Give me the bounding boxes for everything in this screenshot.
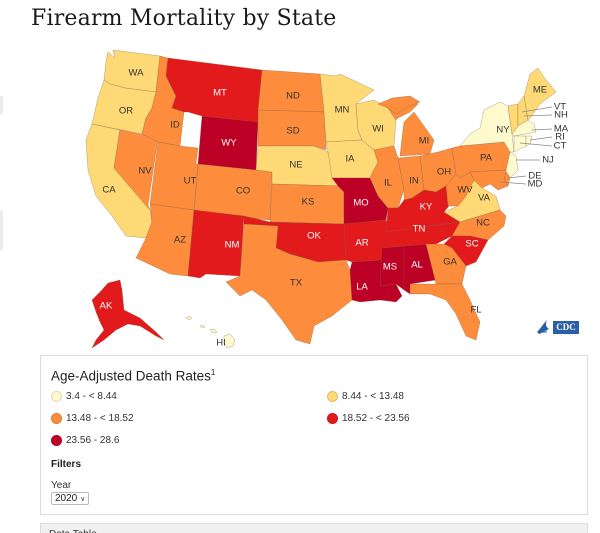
label-PA: PA	[480, 153, 493, 164]
state-KY	[385, 185, 461, 233]
legend-title: Age-Adjusted Death Rates1	[51, 368, 216, 384]
label-KS: KS	[302, 197, 315, 208]
label-MT: MT	[213, 88, 227, 99]
state-FL	[409, 283, 481, 341]
label-OH: OH	[437, 167, 451, 178]
hhs-eagle-icon	[537, 320, 549, 334]
label-NM: NM	[225, 240, 240, 251]
label-OK: OK	[307, 231, 321, 242]
cdc-logo[interactable]: CDC	[535, 318, 581, 336]
label-MA: MA	[554, 124, 569, 135]
label-ND: ND	[286, 91, 300, 102]
state-RI	[525, 135, 533, 147]
label-TN: TN	[413, 224, 426, 235]
label-MO: MO	[353, 198, 368, 209]
state-MI-upper	[377, 95, 421, 115]
filters-heading: Filters	[51, 459, 82, 470]
legend-item: 18.52 - < 23.56	[327, 413, 410, 424]
label-TX: TX	[290, 278, 303, 289]
label-SD: SD	[286, 126, 299, 137]
state-AK	[91, 279, 165, 349]
state-NJ	[505, 151, 519, 179]
label-AL: AL	[411, 260, 423, 271]
label-MN: MN	[335, 105, 350, 116]
legend-item: 13.48 - < 18.52	[51, 413, 134, 424]
label-RI: RI	[555, 132, 565, 143]
label-CA: CA	[102, 185, 116, 196]
legend-item: 8.44 - < 13.48	[327, 391, 404, 402]
label-MD: MD	[528, 179, 543, 190]
legend-swatch	[327, 413, 338, 424]
legend-swatch	[51, 413, 62, 424]
label-FL: FL	[470, 305, 481, 316]
label-NJ: NJ	[542, 155, 554, 166]
label-IA: IA	[346, 154, 356, 165]
legend-panel: Age-Adjusted Death Rates1 3.4 - < 8.44 8…	[40, 355, 588, 515]
legend-swatch	[327, 391, 338, 402]
label-NH: NH	[554, 110, 568, 121]
label-UT: UT	[184, 176, 197, 187]
us-choropleth-map: WA OR CA NV ID MT WY UT CO AZ NM ND SD N…	[40, 42, 590, 350]
state-HI	[185, 315, 236, 349]
label-NY: NY	[496, 125, 510, 136]
label-MS: MS	[383, 262, 397, 273]
label-ME: ME	[533, 85, 547, 96]
state-ME	[523, 67, 557, 121]
label-WI: WI	[372, 124, 384, 135]
state-CO	[193, 163, 273, 221]
label-DE: DE	[528, 171, 541, 182]
label-IN: IN	[409, 176, 419, 187]
label-NC: NC	[476, 218, 490, 229]
label-CO: CO	[236, 186, 250, 197]
label-WY: WY	[221, 138, 237, 149]
label-SC: SC	[465, 239, 478, 250]
data-table-toggle[interactable]: Data Table	[40, 523, 588, 533]
label-GA: GA	[443, 257, 457, 268]
page-title: Firearm Mortality by State	[31, 6, 337, 31]
legend-item: 23.56 - 28.6	[51, 435, 119, 446]
year-select[interactable]: 2020 ∨	[51, 492, 90, 505]
cdc-logo-box: CDC	[553, 321, 579, 334]
label-WV: WV	[457, 185, 473, 196]
label-IL: IL	[384, 178, 392, 189]
footnote-marker[interactable]: 1	[210, 368, 216, 377]
state-MD	[469, 169, 509, 191]
label-LA: LA	[356, 282, 368, 293]
state-SD	[257, 109, 327, 151]
label-VT: VT	[554, 102, 566, 113]
state-MI-lower	[399, 111, 435, 157]
label-WA: WA	[129, 68, 145, 79]
label-AK: AK	[100, 301, 113, 312]
state-TX	[225, 223, 353, 345]
label-VA: VA	[478, 193, 491, 204]
legend-swatch	[51, 391, 62, 402]
chevron-down-icon: ∨	[80, 495, 86, 503]
legend-swatch	[51, 435, 62, 446]
label-MI: MI	[419, 136, 430, 147]
label-NE: NE	[289, 160, 302, 171]
label-AR: AR	[355, 238, 368, 249]
label-KY: KY	[420, 202, 433, 213]
label-OR: OR	[119, 106, 133, 117]
legend-item: 3.4 - < 8.44	[51, 391, 117, 402]
label-AZ: AZ	[174, 235, 186, 246]
year-label: Year	[51, 480, 72, 491]
edge-divider	[0, 96, 3, 114]
edge-divider	[0, 210, 3, 250]
label-CT: CT	[554, 141, 567, 152]
label-ID: ID	[170, 120, 180, 131]
label-HI: HI	[216, 338, 226, 349]
label-NV: NV	[138, 166, 152, 177]
state-CT	[513, 135, 527, 153]
